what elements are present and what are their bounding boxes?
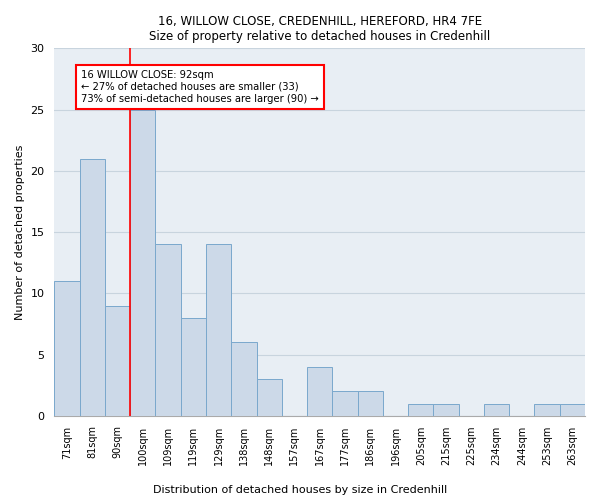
- Text: 16 WILLOW CLOSE: 92sqm
← 27% of detached houses are smaller (33)
73% of semi-det: 16 WILLOW CLOSE: 92sqm ← 27% of detached…: [81, 70, 319, 104]
- Text: Distribution of detached houses by size in Credenhill: Distribution of detached houses by size …: [153, 485, 447, 495]
- Bar: [206, 244, 231, 416]
- Bar: [105, 306, 130, 416]
- Bar: [484, 404, 509, 416]
- Y-axis label: Number of detached properties: Number of detached properties: [15, 144, 25, 320]
- Bar: [181, 318, 206, 416]
- Title: 16, WILLOW CLOSE, CREDENHILL, HEREFORD, HR4 7FE
Size of property relative to det: 16, WILLOW CLOSE, CREDENHILL, HEREFORD, …: [149, 15, 490, 43]
- Bar: [80, 158, 105, 416]
- Bar: [433, 404, 458, 416]
- Bar: [55, 281, 80, 416]
- Bar: [155, 244, 181, 416]
- Bar: [560, 404, 585, 416]
- Bar: [358, 392, 383, 416]
- Bar: [332, 392, 358, 416]
- Bar: [307, 367, 332, 416]
- Bar: [130, 110, 155, 416]
- Bar: [231, 342, 257, 416]
- Bar: [408, 404, 433, 416]
- Bar: [257, 379, 282, 416]
- Bar: [535, 404, 560, 416]
